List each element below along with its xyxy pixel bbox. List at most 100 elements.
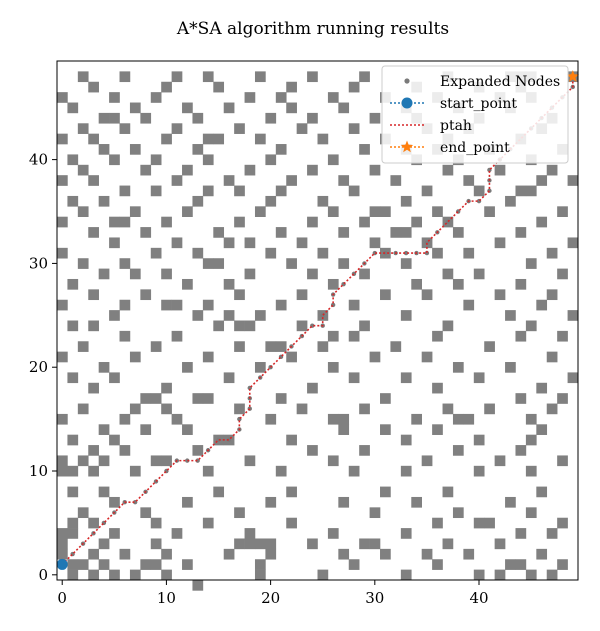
obstacle-cell <box>338 227 350 238</box>
obstacle-cell <box>286 486 297 498</box>
start-point-marker <box>56 558 68 570</box>
obstacle-cell <box>129 403 141 415</box>
obstacle-cell <box>494 164 506 176</box>
obstacle-cell <box>67 195 79 207</box>
obstacle-cell <box>182 496 193 508</box>
obstacle-cell <box>536 299 548 311</box>
obstacle-cell <box>150 455 162 467</box>
obstacle-cell <box>275 185 287 197</box>
obstacle-cell <box>463 299 475 311</box>
obstacle-cell <box>129 102 141 114</box>
obstacle-cell <box>505 559 516 570</box>
obstacle-cell <box>275 465 287 477</box>
obstacle-cell <box>77 455 89 467</box>
obstacle-cell <box>109 434 120 446</box>
obstacle-cell <box>98 362 110 373</box>
obstacle-cell <box>421 289 433 301</box>
obstacle-cell <box>546 569 558 581</box>
obstacle-cell <box>307 538 318 550</box>
obstacle-cell <box>359 71 370 83</box>
obstacle-cell <box>557 206 568 217</box>
obstacle-cell <box>119 330 131 342</box>
obstacle-cell <box>307 216 318 228</box>
obstacle-cell <box>223 310 235 321</box>
obstacle-cell <box>244 92 256 103</box>
obstacle-cell <box>327 92 339 103</box>
obstacle-cell <box>119 258 131 269</box>
legend-label: start_point <box>440 96 517 112</box>
obstacle-cell <box>213 81 225 93</box>
obstacle-cell <box>98 455 110 467</box>
y-tick-label: 10 <box>29 462 48 480</box>
obstacle-cell <box>286 175 297 186</box>
obstacle-cell <box>213 133 225 145</box>
obstacle-cell <box>161 382 172 394</box>
obstacle-cell <box>515 559 527 570</box>
obstacle-cell <box>98 538 110 550</box>
obstacle-cell <box>307 382 318 394</box>
obstacle-cell <box>327 154 339 166</box>
end-point-star <box>566 70 579 82</box>
obstacle-cell <box>150 559 162 570</box>
obstacle-cell <box>192 144 204 155</box>
obstacle-cell <box>442 320 454 332</box>
obstacle-cell <box>390 341 402 352</box>
obstacle-cell <box>223 278 235 290</box>
obstacle-cell <box>129 206 141 217</box>
obstacle-cell <box>536 548 548 560</box>
obstacle-cell <box>234 185 245 197</box>
obstacle-cell <box>442 268 454 280</box>
obstacle-cell <box>119 548 131 560</box>
obstacle-cell <box>400 195 412 207</box>
obstacle-cell <box>421 351 433 363</box>
obstacle-cell <box>452 362 464 373</box>
obstacle-cell <box>57 413 68 425</box>
obstacle-cell <box>57 538 68 550</box>
obstacle-cell <box>98 144 110 155</box>
obstacle-cell <box>286 434 297 446</box>
obstacle-cell <box>57 133 68 145</box>
obstacle-cell <box>348 299 360 311</box>
obstacle-cell <box>171 330 183 342</box>
obstacle-cell <box>88 133 99 145</box>
obstacle-cell <box>452 278 464 290</box>
obstacle-cell <box>515 330 527 342</box>
obstacle-cell <box>317 247 329 259</box>
obstacle-cell <box>359 403 370 415</box>
obstacle-cell <box>265 548 277 560</box>
obstacle-cell <box>254 362 266 373</box>
obstacle-cell <box>421 455 433 467</box>
obstacle-cell <box>161 299 172 311</box>
obstacle-cell <box>286 102 297 114</box>
obstacle-cell <box>140 393 152 404</box>
obstacle-cell <box>473 569 485 581</box>
obstacle-cell <box>192 310 204 321</box>
obstacle-cell <box>150 154 162 166</box>
obstacle-cell <box>265 341 277 352</box>
obstacle-cell <box>150 538 162 550</box>
obstacle-cell <box>400 434 412 446</box>
obstacle-cell <box>223 175 235 186</box>
obstacle-cell <box>452 507 464 519</box>
obstacle-cell <box>338 424 350 435</box>
obstacle-cell <box>338 102 350 114</box>
obstacle-cell <box>140 164 152 176</box>
obstacle-cell <box>109 216 120 228</box>
obstacle-cell <box>223 102 235 114</box>
obstacle-cell <box>77 341 89 352</box>
obstacle-cell <box>171 71 183 83</box>
obstacle-cell <box>244 538 256 550</box>
obstacle-cell <box>463 175 475 186</box>
obstacle-cell <box>161 455 172 467</box>
obstacle-cell <box>567 237 579 249</box>
obstacle-cell <box>442 164 454 176</box>
obstacle-cell <box>348 330 360 342</box>
legend-end-symbol <box>400 140 414 153</box>
x-tick-label: 20 <box>261 589 280 607</box>
obstacle-cell <box>77 206 89 217</box>
obstacle-cell <box>359 538 370 550</box>
obstacle-cell <box>473 517 485 529</box>
obstacle-cell <box>567 310 579 321</box>
obstacle-cell <box>254 71 266 83</box>
obstacle-cell <box>192 393 204 404</box>
